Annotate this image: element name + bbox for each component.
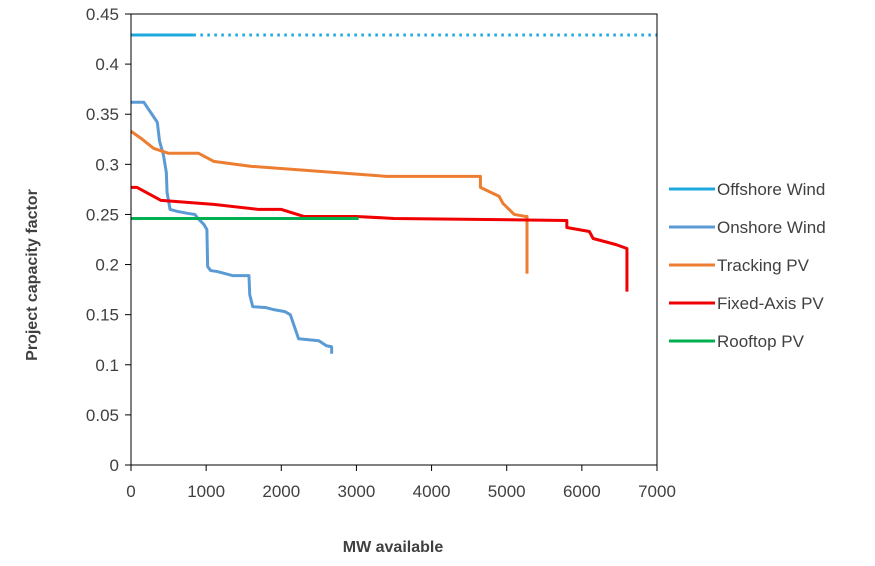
legend: Offshore Wind Onshore Wind Tracking PV Fixe… bbox=[669, 180, 826, 351]
series-onshore-wind-line bbox=[131, 100, 334, 354]
x-tick-label: 6000 bbox=[563, 482, 601, 501]
series-fixed-axis-pv-line bbox=[131, 185, 629, 292]
legend-label: Tracking PV bbox=[717, 256, 810, 275]
y-axis-title: Project capacity factor bbox=[24, 189, 41, 361]
legend-label: Offshore Wind bbox=[717, 180, 825, 199]
legend-item-rooftop-pv: Rooftop PV bbox=[669, 332, 805, 351]
y-tick-label: 0.3 bbox=[95, 155, 119, 174]
y-tick-label: 0 bbox=[110, 456, 119, 475]
y-tick-label: 0.1 bbox=[95, 356, 119, 375]
x-tick-label: 3000 bbox=[338, 482, 376, 501]
x-tick-label: 1000 bbox=[187, 482, 225, 501]
legend-label: Onshore Wind bbox=[717, 218, 826, 237]
x-tick-label: 0 bbox=[126, 482, 135, 501]
y-tick-label: 0.25 bbox=[86, 205, 119, 224]
x-tick-label: 7000 bbox=[638, 482, 676, 501]
legend-item-onshore-wind: Onshore Wind bbox=[669, 218, 826, 237]
legend-item-fixed-axis-pv: Fixed-Axis PV bbox=[669, 294, 824, 313]
plot-area bbox=[130, 33, 657, 354]
legend-item-tracking-pv: Tracking PV bbox=[669, 256, 810, 275]
x-tick-label: 4000 bbox=[413, 482, 451, 501]
x-tick-label: 5000 bbox=[488, 482, 526, 501]
legend-label: Rooftop PV bbox=[717, 332, 805, 351]
y-tick-label: 0.45 bbox=[86, 5, 119, 24]
y-tick-label: 0.2 bbox=[95, 256, 119, 275]
y-tick-label: 0.35 bbox=[86, 105, 119, 124]
x-axis-title: MW available bbox=[343, 539, 444, 556]
y-tick-label: 0.4 bbox=[95, 55, 119, 74]
series-tracking-pv-line bbox=[130, 130, 529, 274]
legend-item-offshore-wind: Offshore Wind bbox=[669, 180, 825, 199]
x-tick-label: 2000 bbox=[262, 482, 300, 501]
y-tick-label: 0.15 bbox=[86, 306, 119, 325]
legend-label: Fixed-Axis PV bbox=[717, 294, 824, 313]
axes: 0 0.05 0.1 0.15 0.2 0.25 0.3 0.35 0.4 0.45 0 1000 20… bbox=[86, 5, 676, 501]
y-tick-label: 0.05 bbox=[86, 406, 119, 425]
plot-frame bbox=[130, 13, 658, 466]
